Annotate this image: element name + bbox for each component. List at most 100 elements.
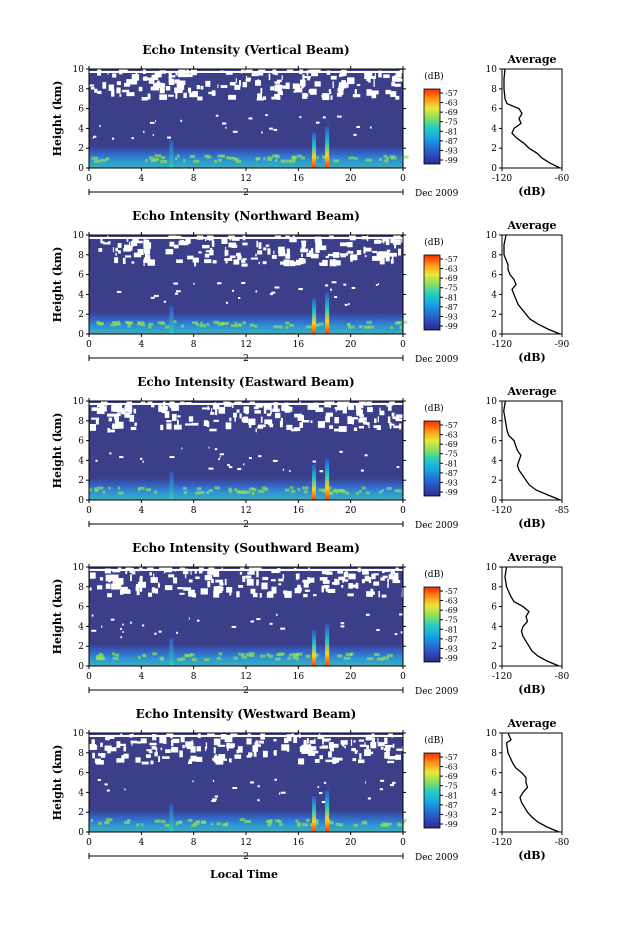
echo-cell [337, 654, 343, 658]
no-data-cell [129, 414, 135, 422]
date-label: Dec 2009 [415, 853, 459, 863]
echo-cell [267, 158, 272, 162]
no-data-cell [91, 614, 94, 617]
no-data-cell [385, 744, 391, 749]
avg-title: Average [506, 385, 556, 398]
echo-cell [295, 819, 299, 823]
no-data-cell [154, 632, 157, 635]
echo-cell [192, 321, 198, 325]
no-data-cell [109, 452, 112, 455]
no-data-cell [224, 736, 233, 743]
no-data-cell [304, 589, 310, 592]
no-data-cell [135, 757, 141, 763]
no-data-cell [389, 400, 395, 405]
echo-cell [292, 656, 297, 660]
echo-cell [214, 486, 221, 490]
no-data-cell [282, 468, 285, 471]
no-data-cell [213, 747, 216, 754]
no-data-cell [384, 737, 388, 744]
echo-cell [195, 322, 199, 326]
echo-cell [157, 321, 165, 325]
no-data-cell [143, 259, 146, 263]
no-data-cell [89, 587, 92, 591]
no-data-cell [141, 624, 145, 627]
no-data-cell [151, 746, 157, 750]
avg-title: Average [506, 717, 556, 730]
no-data-cell [192, 780, 194, 783]
no-data-cell [374, 73, 377, 79]
rain-plume [169, 472, 174, 500]
echo-cell [401, 155, 409, 159]
no-data-cell [337, 88, 344, 92]
no-data-cell [257, 79, 260, 84]
no-data-cell [306, 738, 309, 744]
no-data-cell [108, 417, 112, 422]
echo-cell [383, 154, 388, 158]
echo-cell [180, 324, 184, 328]
no-data-cell [285, 235, 288, 239]
avg-y-tick-label: 10 [486, 563, 498, 573]
no-data-cell [355, 404, 362, 411]
no-data-cell [190, 746, 196, 753]
no-data-regions [89, 728, 410, 804]
no-data-cell [152, 734, 157, 741]
no-data-cell [301, 748, 309, 754]
no-data-cell [373, 573, 379, 576]
colorbar-tick-label: -57 [445, 89, 458, 98]
y-tick-label: 4 [78, 788, 84, 798]
no-data-cell [114, 257, 119, 264]
no-data-cell [201, 244, 210, 249]
no-data-cell [385, 89, 391, 95]
echo-cell [278, 652, 285, 656]
no-data-cell [184, 574, 187, 579]
echo-cell [245, 653, 250, 657]
no-data-cell [274, 286, 280, 289]
no-data-cell [301, 253, 303, 257]
no-data-cell [351, 286, 356, 289]
no-data-cell [132, 237, 139, 242]
no-data-cell [107, 413, 115, 417]
panel-5: Echo Intensity (Westward Beam) 0 2 4 6 8 10 0 4 8… [51, 707, 570, 863]
no-data-cell [107, 593, 112, 598]
no-data-cell [308, 562, 310, 570]
y-tick-label: 6 [78, 271, 84, 281]
no-data-cell [347, 418, 354, 425]
echo-cell [223, 321, 229, 325]
echo-cell [102, 490, 106, 494]
no-data-cell [182, 568, 189, 575]
no-data-cell [122, 630, 124, 633]
no-data-cell [236, 749, 239, 754]
no-data-cell [142, 67, 146, 75]
no-data-cell [268, 73, 271, 81]
no-data-cell [187, 87, 192, 93]
no-data-cell [188, 589, 195, 597]
no-data-cell [245, 409, 249, 415]
echo-cell [234, 488, 238, 492]
no-data-cell [307, 77, 311, 81]
avg-x-axis-label: (dB) [518, 351, 545, 364]
no-data-cell [251, 72, 259, 77]
colorbar-tick-label: -75 [445, 118, 458, 127]
no-data-cell [292, 233, 295, 240]
no-data-cell [319, 263, 324, 266]
no-data-cell [302, 74, 305, 81]
no-data-cell [242, 67, 245, 73]
echo-cell [249, 323, 255, 327]
echo-cell [256, 156, 261, 160]
no-data-cell [153, 573, 155, 578]
echo-cell [189, 155, 196, 159]
y-tick-label: 4 [78, 290, 84, 300]
no-data-cell [150, 577, 158, 583]
no-data-cell [331, 582, 340, 585]
y-axis-label: Height (km) [51, 81, 64, 157]
avg-frame [501, 234, 563, 335]
echo-cell [384, 822, 392, 826]
echo-cell [226, 156, 229, 160]
no-data-cell [196, 85, 201, 90]
no-data-cell [111, 137, 115, 140]
no-data-cell [339, 450, 343, 453]
avg-y-tick-label: 6 [491, 603, 497, 613]
echo-cell [154, 819, 161, 823]
no-data-cell [308, 577, 315, 583]
panel-2: Echo Intensity (Northward Beam) 0 2 4 6 8 10 0 4… [51, 209, 570, 365]
